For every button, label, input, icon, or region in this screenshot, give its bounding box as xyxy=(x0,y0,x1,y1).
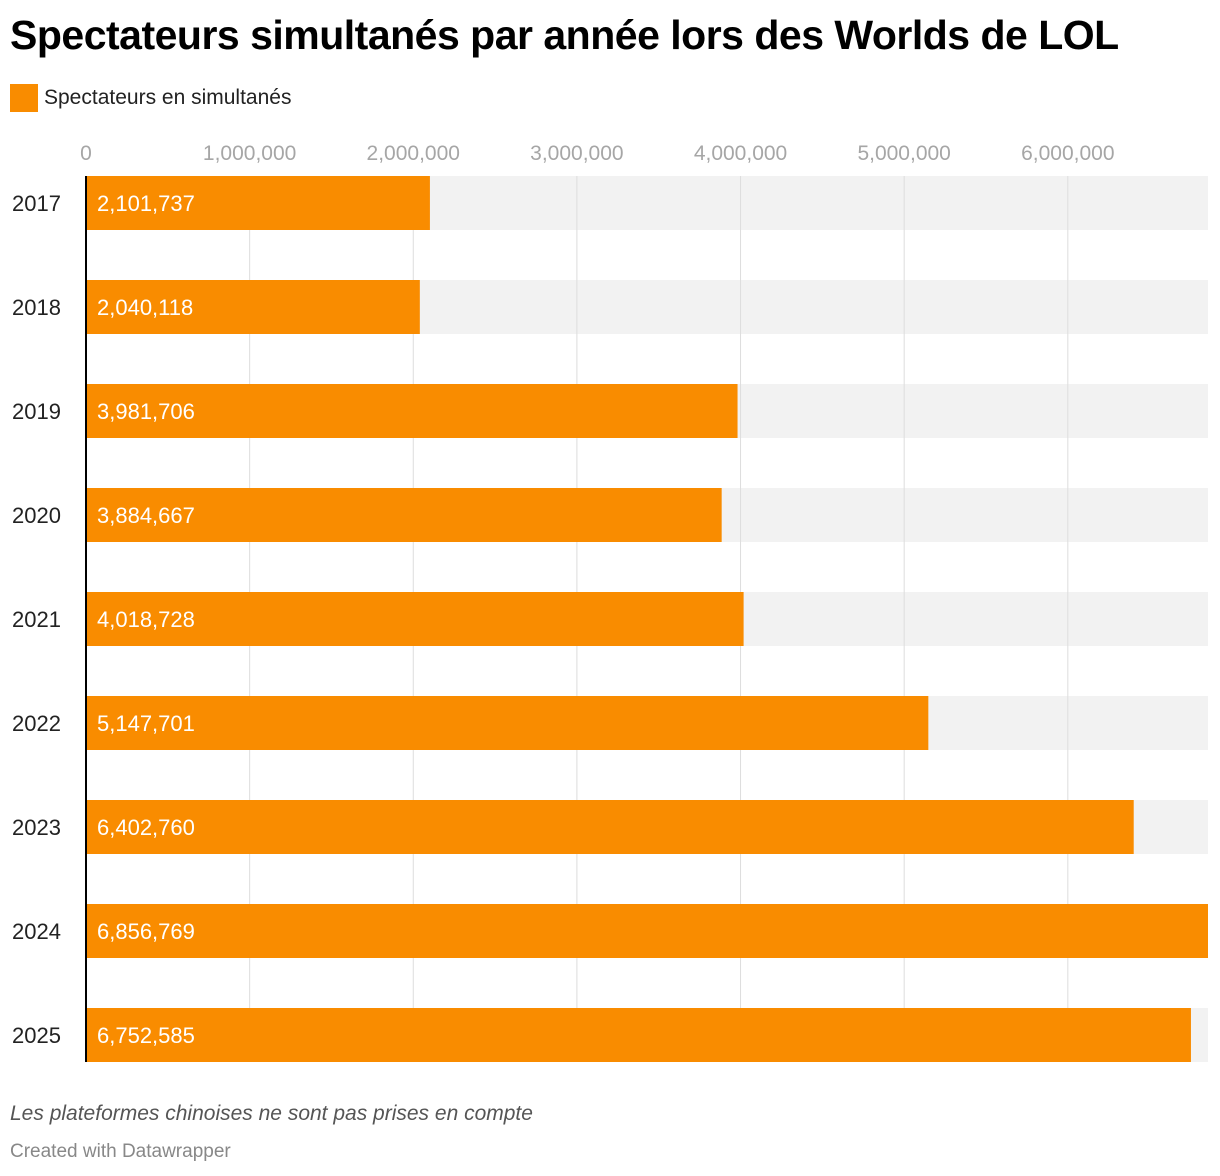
category-label: 2017 xyxy=(12,191,61,216)
value-label: 6,856,769 xyxy=(97,919,195,944)
category-label: 2018 xyxy=(12,295,61,320)
bar-2020 xyxy=(86,488,722,542)
value-label: 3,884,667 xyxy=(97,503,195,528)
value-label: 2,040,118 xyxy=(97,295,193,320)
bar-chart: 0 1,000,000 2,000,000 3,000,000 4,000,000 5,0… xyxy=(12,142,1208,1062)
bar-2022 xyxy=(86,696,929,750)
bar-2018 xyxy=(86,280,420,334)
bar-2017 xyxy=(86,176,430,230)
category-label: 2024 xyxy=(12,919,61,944)
value-label: 6,752,585 xyxy=(97,1023,195,1048)
x-tick-label: 1,000,000 xyxy=(203,142,296,165)
bar-2019 xyxy=(86,384,738,438)
bar-2021 xyxy=(86,592,744,646)
value-label: 4,018,728 xyxy=(97,607,195,632)
x-tick-label: 6,000,000 xyxy=(1021,142,1114,165)
x-tick-label: 0 xyxy=(80,142,92,165)
bar-2023 xyxy=(86,800,1134,854)
chart-credit: Created with Datawrapper xyxy=(10,1141,231,1162)
category-label: 2020 xyxy=(12,503,61,528)
value-label: 5,147,701 xyxy=(97,711,195,736)
category-label: 2023 xyxy=(12,815,61,840)
x-tick-label: 5,000,000 xyxy=(857,142,950,165)
legend: Spectateurs en simultanés xyxy=(10,84,291,112)
category-label: 2021 xyxy=(12,607,61,632)
value-label: 3,981,706 xyxy=(97,399,195,424)
legend-label: Spectateurs en simultanés xyxy=(44,86,292,109)
category-label: 2022 xyxy=(12,711,61,736)
x-tick-label: 3,000,000 xyxy=(530,142,623,165)
category-label: 2025 xyxy=(12,1023,61,1048)
bar-2025 xyxy=(86,1008,1191,1062)
value-label: 6,402,760 xyxy=(97,815,195,840)
legend-swatch xyxy=(10,84,38,112)
x-tick-label: 2,000,000 xyxy=(367,142,460,165)
chart-notes: Les plateformes chinoises ne sont pas pr… xyxy=(10,1102,533,1125)
category-label: 2019 xyxy=(12,399,61,424)
x-tick-label: 4,000,000 xyxy=(694,142,787,165)
chart-title: Spectateurs simultanés par année lors de… xyxy=(10,12,1119,58)
value-label: 2,101,737 xyxy=(97,191,195,216)
bar-2024 xyxy=(86,904,1208,958)
